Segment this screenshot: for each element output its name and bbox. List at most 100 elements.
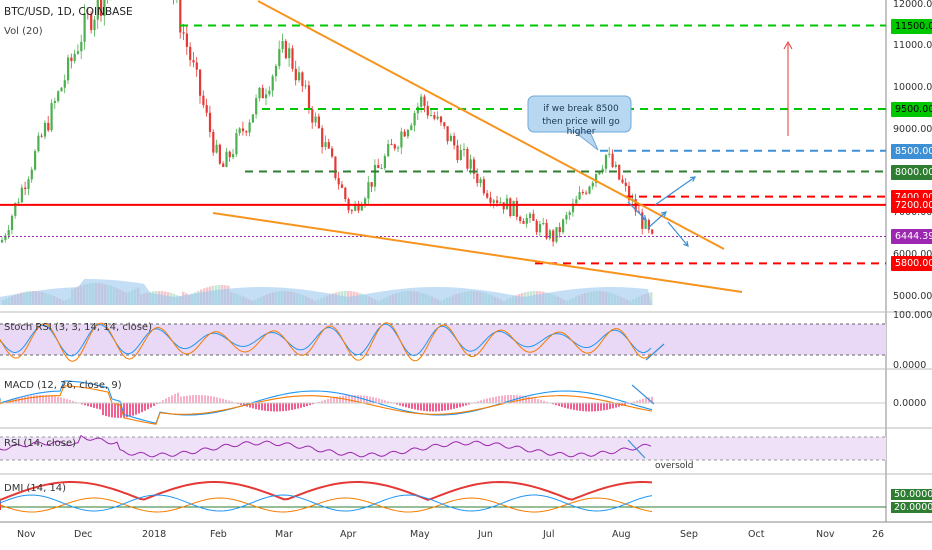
candle-body <box>202 95 205 106</box>
macd-histogram <box>132 403 134 416</box>
macd-histogram <box>201 395 203 404</box>
candle-body <box>373 165 377 187</box>
macd-histogram <box>510 395 512 404</box>
volume-ma-area <box>0 279 652 305</box>
macd-histogram <box>324 399 326 404</box>
macd-histogram <box>468 403 470 405</box>
macd-histogram <box>252 403 254 409</box>
macd-histogram <box>15 398 17 404</box>
rsi-label: RSI (14, close) <box>4 438 77 449</box>
macd-histogram <box>117 403 119 418</box>
candle-body <box>439 116 443 123</box>
macd-histogram <box>357 395 359 404</box>
candle-body <box>529 213 532 218</box>
candle-body <box>621 179 624 183</box>
candle-body <box>575 199 578 204</box>
macd-histogram <box>114 403 116 418</box>
candle-body <box>364 198 367 206</box>
macd-histogram <box>384 400 386 404</box>
candle-body <box>331 148 334 157</box>
candle-body <box>608 153 611 155</box>
macd-histogram <box>90 403 92 408</box>
candle-body <box>43 122 47 137</box>
candle-body <box>317 116 320 129</box>
candle-body <box>512 200 515 217</box>
macd-signal-line <box>0 385 653 425</box>
price-tag: 7200.00 <box>891 197 932 213</box>
candle-body <box>637 211 641 213</box>
candle-body <box>225 151 228 167</box>
macd-histogram <box>576 403 578 411</box>
candle-body <box>261 87 264 99</box>
macd-histogram <box>507 395 509 404</box>
candle-body <box>17 202 20 204</box>
candle-body <box>321 128 324 147</box>
candle-body <box>449 135 452 142</box>
candle-body <box>327 142 330 149</box>
candle-body <box>545 222 548 239</box>
forecast-arrow-head <box>641 215 647 221</box>
macd-histogram <box>504 395 506 404</box>
candle-body <box>479 179 482 184</box>
macd-histogram <box>408 403 410 409</box>
candle-body <box>644 220 647 229</box>
macd-histogram <box>165 398 167 404</box>
macd-histogram <box>552 403 554 405</box>
candle-body <box>562 219 565 233</box>
candle-body <box>466 148 469 169</box>
candle-body <box>179 0 182 33</box>
price-tag: 9500.00 <box>891 101 932 117</box>
candle-body <box>624 182 627 186</box>
time-tick-label: Apr <box>340 529 357 540</box>
macd-histogram <box>531 397 533 404</box>
macd-histogram <box>561 403 563 407</box>
candle-body <box>314 116 317 123</box>
candle-body <box>519 216 522 222</box>
candle-body <box>538 224 542 233</box>
macd-histogram <box>360 395 362 404</box>
macd-histogram <box>189 395 191 404</box>
candle-body <box>218 144 221 164</box>
macd-histogram <box>138 403 140 414</box>
macd-histogram <box>312 403 314 405</box>
candle-body <box>426 106 429 116</box>
candle-body <box>469 159 472 169</box>
macd-histogram <box>501 395 503 404</box>
macd-histogram <box>582 403 584 412</box>
macd-histogram <box>69 400 71 404</box>
macd-histogram <box>387 401 389 404</box>
macd-histogram <box>243 403 245 406</box>
candle-body <box>585 192 588 194</box>
macd-histogram <box>102 403 104 416</box>
price-tag: 8500.00 <box>891 143 932 159</box>
candle-body <box>486 193 489 198</box>
macd-histogram <box>291 403 293 410</box>
candle-body <box>20 187 23 203</box>
macd-histogram <box>342 395 344 404</box>
macd-histogram <box>453 403 455 409</box>
candle-body <box>482 179 485 194</box>
candle-body <box>4 235 7 241</box>
candle-body <box>86 13 89 15</box>
candle-body <box>1 240 4 243</box>
candle-body <box>651 229 654 234</box>
candle-body <box>76 51 80 54</box>
candle-body <box>453 135 456 146</box>
macd-histogram <box>444 403 446 411</box>
candle-body <box>73 53 76 62</box>
candle-body <box>47 122 50 131</box>
time-tick-label: Dec <box>74 529 93 540</box>
macd-histogram <box>336 396 338 404</box>
macd-histogram <box>294 403 296 410</box>
macd-histogram <box>585 403 587 412</box>
macd-histogram <box>369 396 371 404</box>
macd-histogram <box>477 401 479 404</box>
macd-histogram <box>36 395 38 404</box>
macd-histogram <box>354 395 356 404</box>
macd-histogram <box>651 396 653 404</box>
macd-histogram <box>207 395 209 404</box>
candle-body <box>251 114 254 123</box>
macd-histogram <box>447 403 449 411</box>
macd-histogram <box>306 403 308 407</box>
